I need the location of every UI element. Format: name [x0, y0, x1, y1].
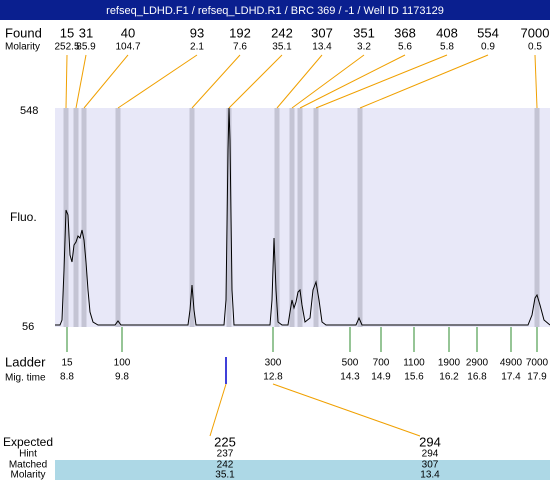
found-value: 368	[394, 25, 416, 40]
molarity-value: 252.5	[54, 42, 79, 53]
mig-time-value: 8.8	[60, 372, 74, 383]
y-min-label: 56	[22, 321, 34, 333]
peak-band	[81, 108, 87, 327]
expected-value: 242	[217, 460, 234, 471]
peak-connector	[315, 54, 448, 109]
ladder-value: 15	[61, 358, 73, 369]
found-value: 7000	[521, 25, 550, 40]
mig-time-value: 16.8	[467, 372, 487, 383]
molarity-label: Molarity	[5, 42, 40, 53]
mig-time-value: 16.2	[439, 372, 459, 383]
expected-value: 294	[422, 449, 439, 460]
ladder-value: 700	[373, 358, 390, 369]
title-bar	[0, 0, 550, 20]
peak-connector	[291, 54, 365, 109]
peak-band	[274, 108, 280, 327]
molarity-value: 7.6	[233, 42, 247, 53]
molarity-value: 2.1	[190, 42, 204, 53]
peak-band	[357, 108, 363, 327]
expected-value: 237	[217, 449, 234, 460]
expected-value: 13.4	[420, 470, 440, 480]
found-value: 408	[436, 25, 458, 40]
mig-time-value: 17.4	[501, 372, 521, 383]
molarity-value: 13.4	[312, 42, 332, 53]
trace	[55, 107, 550, 326]
ladder-value: 4900	[500, 358, 523, 369]
found-value: 307	[311, 25, 333, 40]
peak-connector	[359, 54, 489, 109]
expected-value: 35.1	[215, 470, 235, 480]
peak-connector	[83, 54, 129, 109]
ladder-value: 500	[342, 358, 359, 369]
ladder-value: 300	[265, 358, 282, 369]
found-label: Found	[5, 25, 42, 40]
peak-connector	[299, 54, 406, 109]
found-value: 15	[60, 25, 74, 40]
ladder-value: 2900	[466, 358, 489, 369]
ladder-value: 100	[114, 358, 131, 369]
molarity-value: 5.6	[398, 42, 412, 53]
expected-row-label: Expected	[3, 435, 53, 449]
mig-time-value: 9.8	[115, 372, 129, 383]
mig-time-label: Mig. time	[5, 373, 46, 384]
peak-connector	[534, 54, 538, 109]
peak-connector	[65, 54, 68, 109]
y-max-label: 548	[20, 105, 38, 117]
found-value: 242	[271, 25, 293, 40]
peak-band	[289, 108, 295, 327]
ladder-value: 1100	[403, 358, 425, 369]
highlight-rows	[55, 460, 550, 480]
peak-band	[534, 108, 540, 327]
expected-value: 307	[422, 460, 439, 471]
molarity-value: 0.5	[528, 42, 542, 53]
ladder-value: 1900	[438, 358, 461, 369]
peak-band	[115, 108, 121, 327]
peak-band	[313, 108, 319, 327]
mig-time-value: 17.9	[527, 372, 547, 383]
peak-band	[73, 108, 79, 327]
found-value: 554	[477, 25, 499, 40]
molarity-value: 104.7	[115, 42, 140, 53]
molarity-value: 0.9	[481, 42, 495, 53]
molarity-value: 5.8	[440, 42, 454, 53]
peak-connector	[75, 54, 87, 109]
peak-band	[189, 108, 195, 327]
expected-value: 225	[214, 434, 236, 449]
molarity-value: 85.9	[76, 42, 96, 53]
title: refseq_LDHD.F1 / refseq_LDHD.R1 / BRC 36…	[106, 5, 444, 17]
peak-band	[226, 108, 232, 327]
expected-row-label: Molarity	[10, 470, 45, 480]
found-value: 351	[353, 25, 375, 40]
connector	[272, 383, 421, 437]
found-value: 192	[229, 25, 251, 40]
expected-value: 294	[419, 434, 441, 449]
mig-time-value: 14.3	[340, 372, 360, 383]
peak-band	[297, 108, 303, 327]
peak-connector	[228, 54, 283, 109]
peak-connector	[276, 54, 323, 109]
found-value: 31	[79, 25, 93, 40]
y-axis-label: Fluo.	[10, 210, 37, 224]
connector	[209, 383, 227, 437]
mig-time-value: 12.8	[263, 372, 283, 383]
ladder-value: 7000	[526, 358, 549, 369]
peak-connector	[191, 54, 241, 109]
expected-row-label: Hint	[19, 449, 37, 460]
found-value: 93	[190, 25, 204, 40]
molarity-value: 3.2	[357, 42, 371, 53]
mig-time-value: 15.6	[404, 372, 424, 383]
expected-row-label: Matched	[9, 460, 47, 471]
found-value: 40	[121, 25, 135, 40]
molarity-value: 35.1	[272, 42, 292, 53]
mig-time-value: 14.9	[371, 372, 391, 383]
peak-connector	[117, 54, 198, 109]
ladder-label: Ladder	[5, 354, 46, 369]
